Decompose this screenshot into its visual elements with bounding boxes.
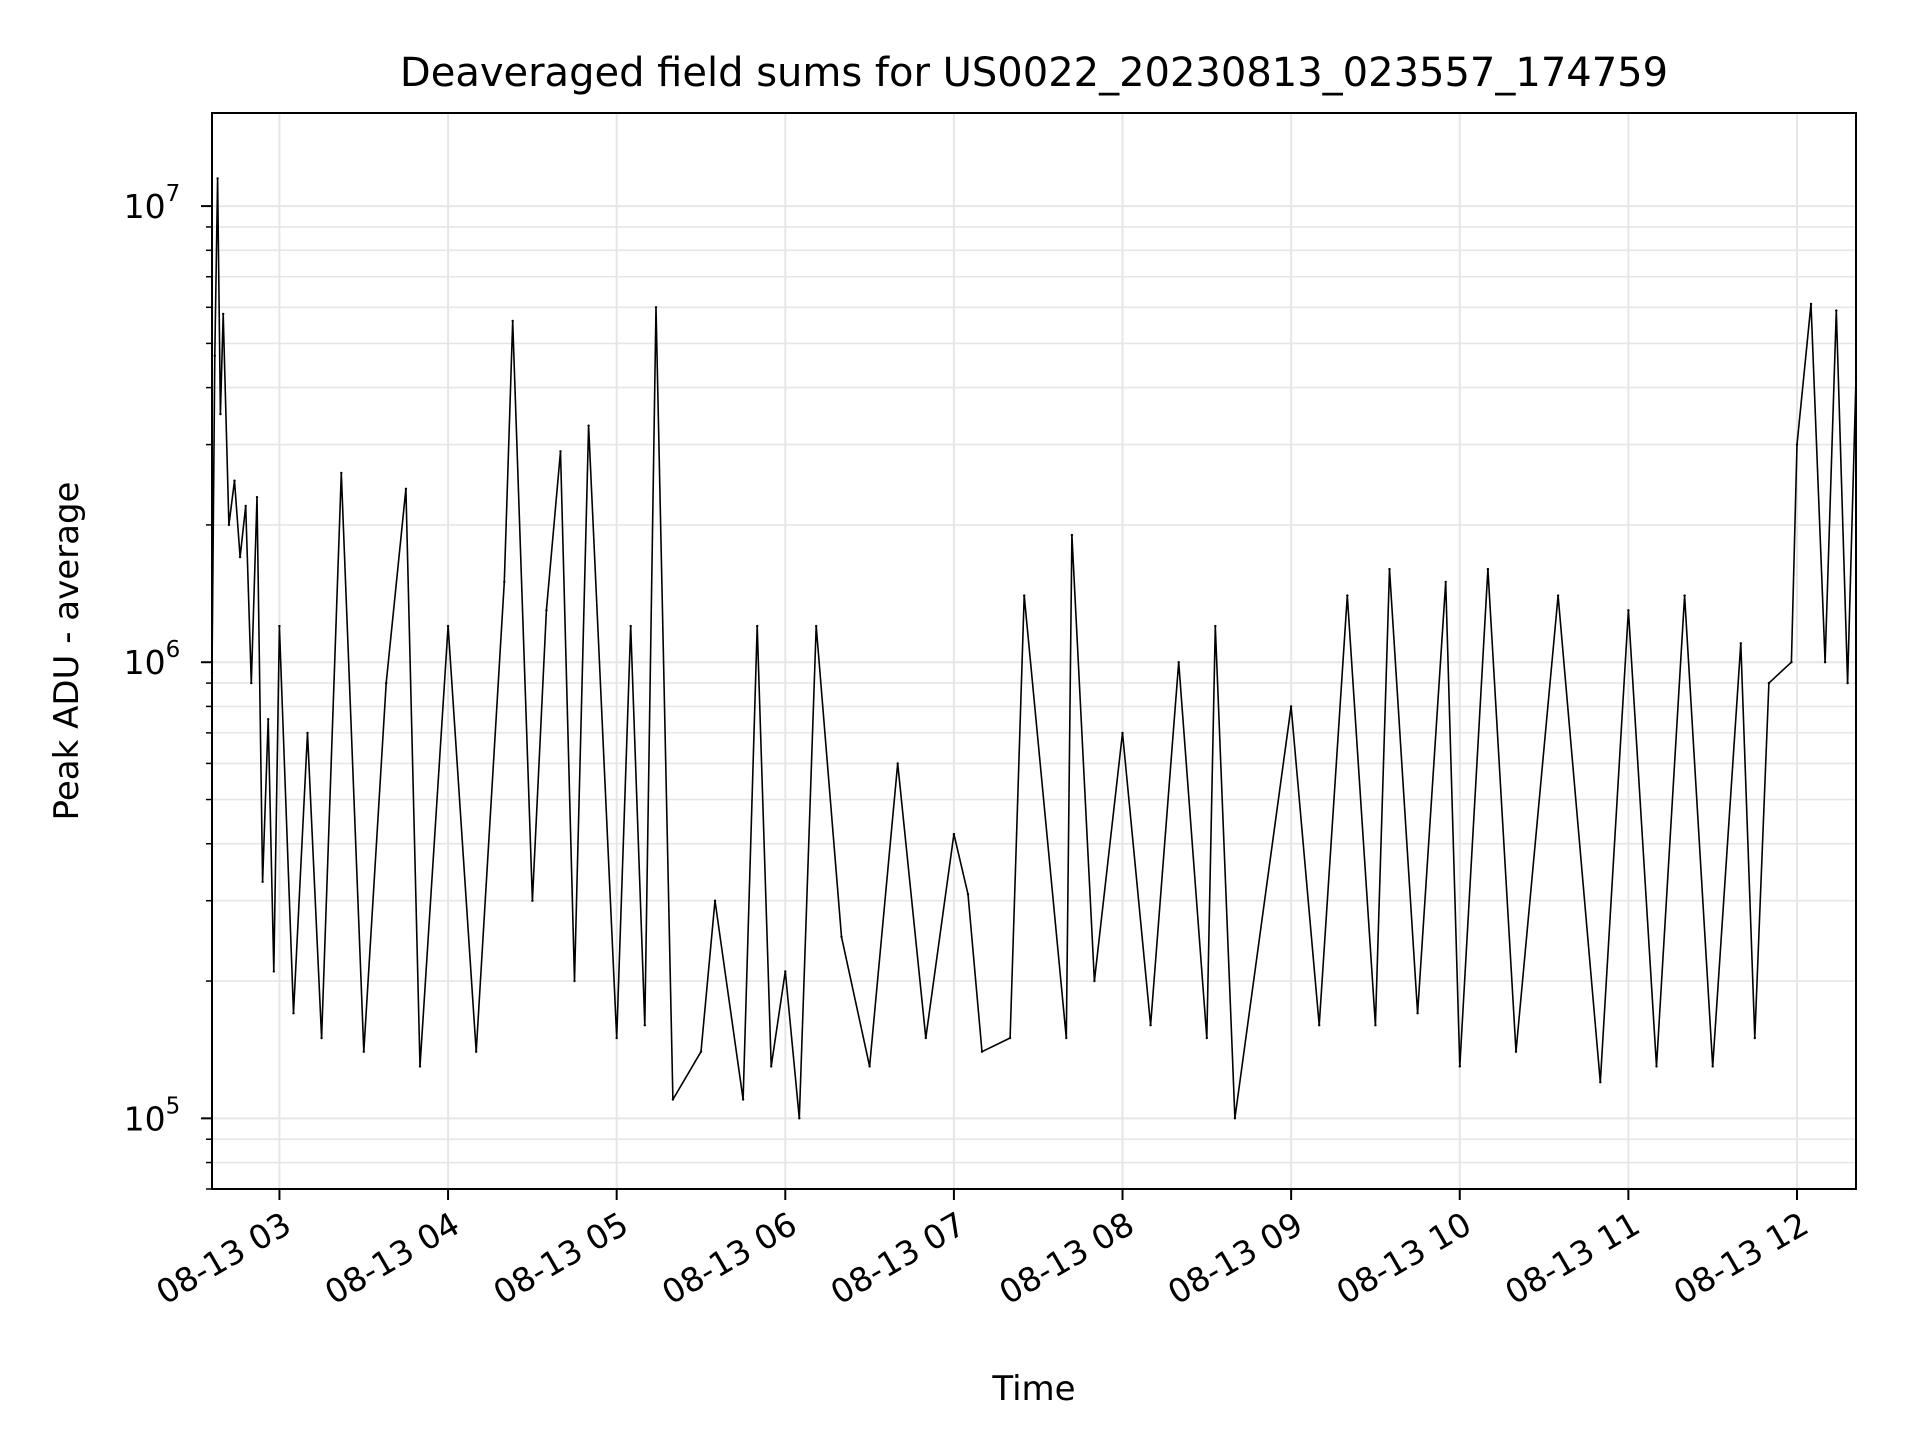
- data-point: [216, 177, 219, 180]
- data-point: [741, 1098, 745, 1101]
- data-point: [1514, 1050, 1518, 1053]
- data-point: [1205, 1036, 1209, 1040]
- data-point: [1022, 594, 1026, 597]
- data-point: [233, 479, 236, 482]
- data-point: [1835, 309, 1838, 312]
- data-point: [261, 880, 264, 883]
- data-point: [798, 1117, 801, 1120]
- data-point: [1599, 1081, 1602, 1084]
- data-point: [404, 487, 408, 490]
- data-point: [1070, 533, 1074, 537]
- data-point: [1149, 1023, 1152, 1027]
- data-point: [966, 893, 970, 896]
- data-point: [545, 609, 548, 612]
- data-point: [1008, 1036, 1012, 1040]
- data-point: [1823, 661, 1827, 664]
- data-point: [840, 935, 843, 938]
- data-point: [924, 1036, 927, 1040]
- data-point: [475, 1050, 478, 1053]
- data-point: [615, 1036, 618, 1040]
- data-point: [1627, 609, 1630, 612]
- data-point: [1289, 705, 1293, 708]
- series-layer: [210, 177, 1858, 1120]
- data-point: [1177, 661, 1180, 664]
- data-point: [713, 899, 717, 902]
- data-point: [756, 624, 759, 628]
- data-point: [573, 979, 576, 983]
- data-point: [1753, 1036, 1757, 1040]
- data-point: [1739, 642, 1743, 645]
- plot-frame: [211, 112, 1857, 1190]
- data-point: [1795, 443, 1799, 446]
- data-point: [1121, 731, 1124, 735]
- data-point: [219, 412, 222, 416]
- data-point: [446, 624, 450, 628]
- data-point: [362, 1050, 365, 1053]
- data-point: [213, 354, 216, 357]
- data-point: [1846, 681, 1849, 685]
- data-point: [1318, 1023, 1321, 1027]
- data-point: [1374, 1023, 1377, 1027]
- data-point: [418, 1065, 422, 1068]
- data-point: [770, 1065, 773, 1068]
- data-point: [320, 1036, 323, 1040]
- data-point: [629, 624, 632, 628]
- data-point: [699, 1050, 703, 1053]
- data-point: [292, 1012, 295, 1015]
- data-point: [980, 1050, 984, 1053]
- data-point: [896, 762, 899, 765]
- data-point: [1065, 1036, 1068, 1040]
- data-point: [815, 624, 818, 628]
- data-point: [1233, 1117, 1237, 1120]
- data-point: [385, 681, 388, 685]
- data-point: [272, 970, 275, 973]
- data-point: [1655, 1065, 1658, 1068]
- data-point: [587, 424, 590, 427]
- data-point: [559, 450, 562, 453]
- data-point: [1767, 681, 1771, 685]
- data-point: [1683, 594, 1686, 597]
- data-point: [267, 718, 270, 721]
- data-point: [1556, 594, 1560, 597]
- data-point: [1458, 1065, 1462, 1068]
- data-point: [306, 731, 309, 735]
- data-point: [671, 1098, 675, 1101]
- data-point: [1388, 567, 1391, 571]
- data-point: [784, 970, 787, 973]
- data-point: [1486, 567, 1490, 571]
- data-point: [531, 899, 534, 902]
- data-point: [1711, 1065, 1714, 1068]
- x-axis-label: Time: [991, 1369, 1075, 1409]
- y-tick-exponent: 6: [166, 637, 181, 663]
- data-point: [1214, 624, 1217, 628]
- data-point: [340, 471, 343, 475]
- data-point: [238, 555, 242, 559]
- data-point: [1444, 580, 1447, 584]
- data-point: [250, 681, 253, 685]
- data-point: [1346, 594, 1349, 597]
- data-point: [222, 312, 225, 316]
- chart-title: Deaveraged field sums for US0022_2023081…: [400, 50, 1668, 96]
- data-point: [255, 496, 259, 499]
- data-point: [503, 580, 506, 584]
- data-point: [278, 624, 281, 628]
- data-point: [1093, 979, 1096, 983]
- data-point: [1416, 1012, 1419, 1015]
- y-tick-exponent: 5: [166, 1093, 181, 1119]
- data-point: [511, 319, 514, 323]
- data-point: [227, 523, 231, 527]
- data-point: [952, 832, 956, 836]
- data-point: [244, 504, 247, 508]
- y-tick-exponent: 7: [166, 181, 181, 207]
- data-point: [654, 306, 658, 309]
- y-axis-label: Peak ADU - average: [47, 482, 87, 821]
- data-point: [1790, 661, 1793, 664]
- data-point: [643, 1023, 646, 1027]
- data-point: [1809, 302, 1813, 306]
- data-point: [868, 1065, 871, 1068]
